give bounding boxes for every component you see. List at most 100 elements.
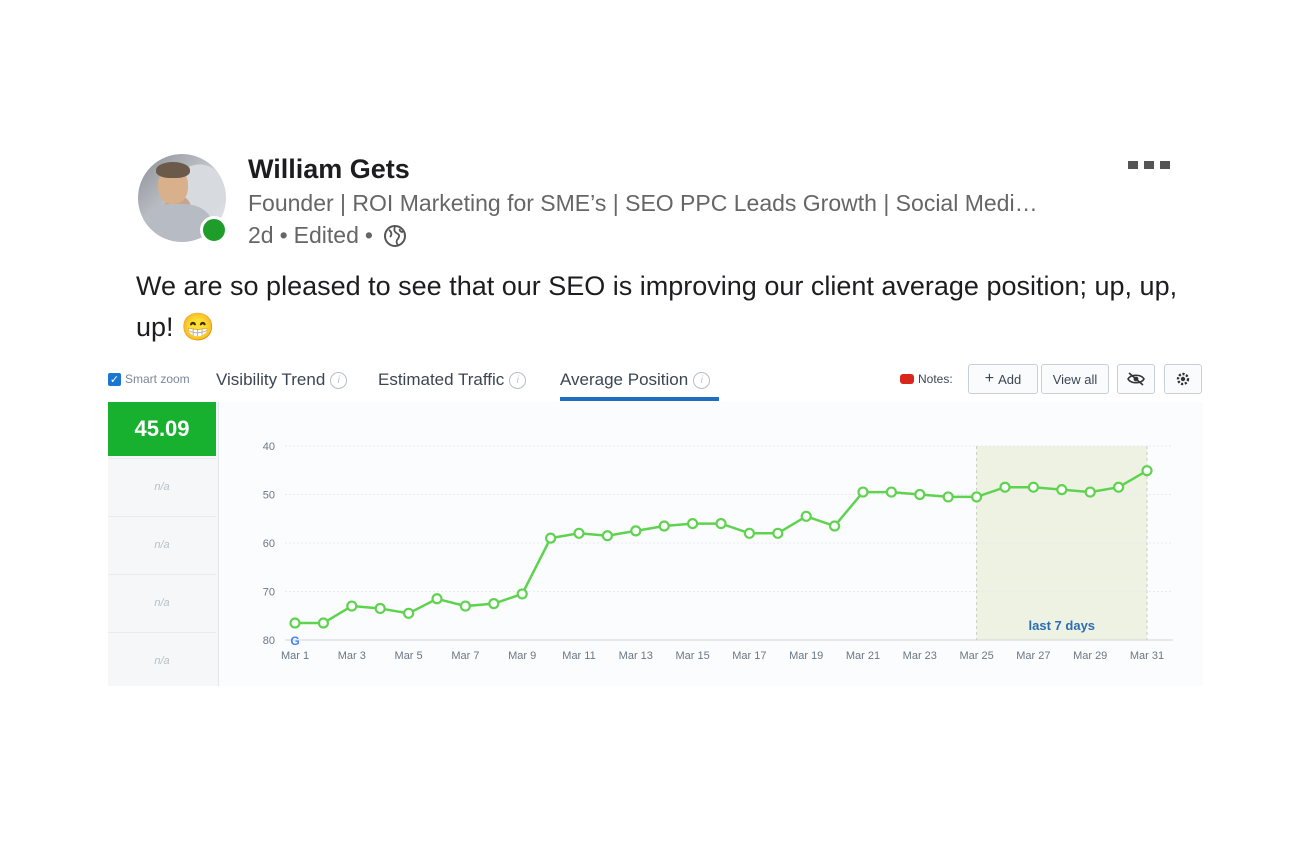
notes-text: Notes: bbox=[918, 372, 953, 386]
x-tick-label: Mar 7 bbox=[451, 650, 479, 662]
info-icon[interactable]: i bbox=[693, 371, 711, 389]
x-tick-label: Mar 29 bbox=[1073, 650, 1107, 662]
gear-icon bbox=[1176, 372, 1190, 386]
dot bbox=[1128, 161, 1138, 169]
dot bbox=[1144, 161, 1154, 169]
info-icon[interactable]: i bbox=[330, 371, 348, 389]
y-tick-label: 80 bbox=[263, 635, 275, 647]
data-point bbox=[1027, 481, 1040, 493]
x-tick-label: Mar 31 bbox=[1130, 650, 1164, 662]
x-tick-label: Mar 9 bbox=[508, 650, 536, 662]
tab-label: Visibility Trend bbox=[216, 370, 326, 389]
y-tick-label: 70 bbox=[263, 587, 275, 599]
data-point bbox=[431, 593, 443, 605]
data-point bbox=[970, 491, 983, 503]
y-tick-label: 40 bbox=[263, 441, 275, 453]
view-all-notes-button[interactable]: View all bbox=[1041, 364, 1109, 394]
analytics-tabs-bar: ✓ Smart zoom Visibility Trend i Estimate… bbox=[108, 360, 1202, 403]
x-tick-label: Mar 11 bbox=[562, 650, 595, 662]
online-status-dot bbox=[200, 216, 228, 244]
x-tick-label: Mar 17 bbox=[732, 650, 766, 662]
info-icon[interactable]: i bbox=[509, 371, 527, 389]
hide-notes-button[interactable] bbox=[1117, 364, 1155, 394]
y-tick-label: 60 bbox=[263, 538, 275, 550]
globe-icon bbox=[383, 224, 406, 247]
tab-label: Average Position bbox=[560, 370, 689, 389]
data-point bbox=[630, 525, 642, 537]
add-label: Add bbox=[998, 371, 1022, 387]
data-point bbox=[488, 598, 500, 610]
more-options-button[interactable] bbox=[1128, 158, 1172, 172]
na-value: n/a bbox=[108, 516, 216, 573]
data-point bbox=[374, 602, 386, 615]
data-point bbox=[545, 532, 557, 544]
meta-separator: • bbox=[279, 222, 288, 248]
smart-zoom-label: Smart zoom bbox=[125, 372, 190, 386]
author-headline: Founder | ROI Marketing for SME’s | SEO … bbox=[248, 190, 1038, 216]
x-tick-label: Mar 25 bbox=[959, 650, 993, 662]
x-tick-label: Mar 27 bbox=[1016, 650, 1050, 662]
x-tick-label: Mar 23 bbox=[903, 650, 937, 662]
author-name[interactable]: William Gets bbox=[248, 154, 410, 184]
post-meta: 2d • Edited • bbox=[248, 222, 407, 249]
summary-panel: 45.09 n/a n/a n/a n/a bbox=[108, 402, 218, 686]
smart-zoom-toggle[interactable]: ✓ Smart zoom bbox=[108, 372, 190, 386]
data-point bbox=[317, 617, 330, 629]
x-tick-label: Mar 13 bbox=[619, 650, 653, 662]
plus-icon: + bbox=[984, 370, 995, 387]
google-icon: G bbox=[290, 634, 299, 648]
data-point bbox=[601, 530, 613, 542]
data-point bbox=[687, 517, 699, 530]
dot bbox=[1160, 161, 1170, 169]
data-point bbox=[828, 520, 841, 532]
x-tick-label: Mar 21 bbox=[846, 650, 880, 662]
chart-svg: last 7 days 40 50 60 70 80 Mar 1 Mar 3 Mar 5 Mar … bbox=[263, 441, 1173, 662]
tab-average-position[interactable]: Average Position i bbox=[560, 370, 711, 390]
meta-separator: • bbox=[364, 222, 373, 248]
active-tab-indicator bbox=[560, 397, 719, 401]
highlight-label: last 7 days bbox=[1029, 618, 1096, 633]
x-tick-label: Mar 15 bbox=[675, 650, 709, 662]
data-point bbox=[914, 488, 926, 501]
add-note-button[interactable]: + Add bbox=[968, 364, 1038, 394]
data-point bbox=[800, 510, 812, 522]
settings-button[interactable] bbox=[1164, 364, 1202, 394]
post-header: William Gets Founder | ROI Marketing for… bbox=[138, 150, 1178, 250]
view-all-label: View all bbox=[1052, 371, 1098, 387]
post-time: 2d bbox=[248, 222, 274, 248]
na-value: n/a bbox=[108, 632, 216, 689]
data-point bbox=[772, 527, 784, 539]
y-tick-label: 50 bbox=[263, 490, 275, 502]
x-tick-label: Mar 19 bbox=[789, 650, 823, 662]
checkbox-checked-icon[interactable]: ✓ bbox=[108, 372, 121, 386]
current-average-position: 45.09 bbox=[108, 402, 216, 456]
avatar[interactable] bbox=[138, 154, 226, 242]
data-point bbox=[1084, 486, 1096, 498]
na-value: n/a bbox=[108, 458, 216, 515]
data-point bbox=[573, 527, 585, 539]
tab-visibility-trend[interactable]: Visibility Trend i bbox=[216, 370, 348, 390]
data-point bbox=[1056, 484, 1068, 496]
data-point bbox=[459, 600, 471, 612]
data-point bbox=[1141, 465, 1153, 477]
data-point bbox=[1112, 481, 1125, 493]
data-point bbox=[999, 481, 1011, 493]
data-point bbox=[885, 486, 898, 498]
tab-estimated-traffic[interactable]: Estimated Traffic i bbox=[378, 370, 527, 390]
post-text: We are so pleased to see that our SEO is… bbox=[136, 271, 1178, 342]
x-tick-label: Mar 1 bbox=[281, 650, 309, 662]
eye-off-icon bbox=[1127, 372, 1145, 386]
edited-label: Edited bbox=[293, 222, 359, 248]
data-point bbox=[658, 520, 670, 532]
tab-label: Estimated Traffic bbox=[378, 370, 505, 389]
note-flag-icon bbox=[900, 374, 914, 384]
notes-label: Notes: bbox=[900, 372, 953, 386]
data-point bbox=[289, 617, 301, 629]
data-point bbox=[516, 588, 528, 600]
avatar-hair bbox=[156, 162, 190, 178]
data-point bbox=[346, 600, 358, 612]
data-point bbox=[715, 517, 727, 530]
data-point bbox=[857, 486, 869, 498]
x-tick-label: Mar 5 bbox=[395, 650, 423, 662]
x-tick-label: Mar 3 bbox=[338, 650, 366, 662]
